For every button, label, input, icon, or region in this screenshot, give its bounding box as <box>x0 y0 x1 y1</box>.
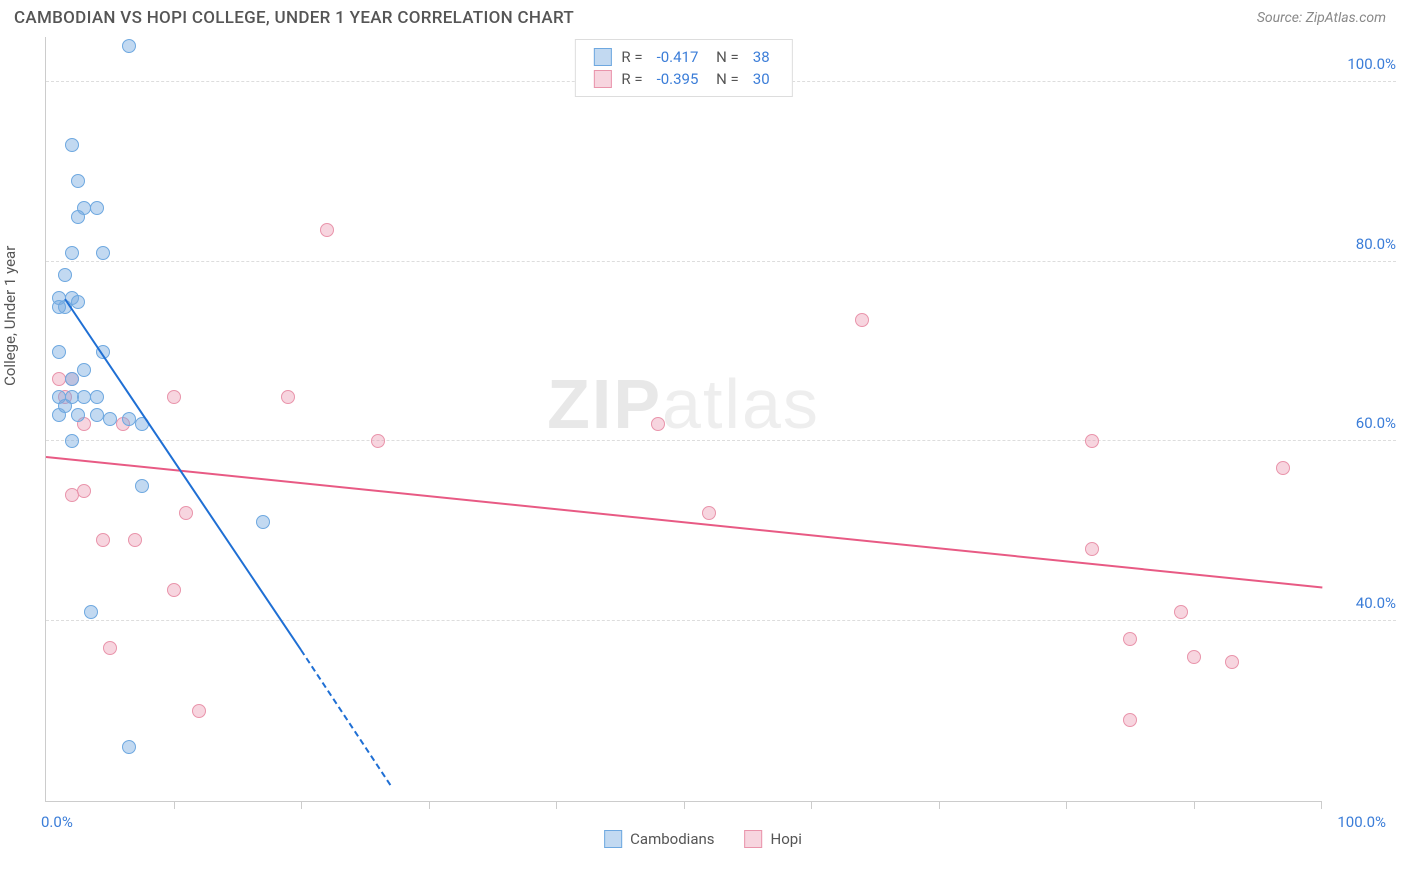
x-tick <box>684 801 685 809</box>
y-tick-label: 80.0% <box>1326 235 1396 253</box>
x-tick <box>174 801 175 809</box>
series-legend: Cambodians Hopi <box>604 830 802 848</box>
legend-n-label: N = <box>712 48 738 66</box>
data-point-hopi <box>371 434 385 448</box>
chart-header: CAMBODIAN VS HOPI COLLEGE, UNDER 1 YEAR … <box>0 0 1406 32</box>
data-point-cambodians <box>65 434 79 448</box>
data-point-hopi <box>281 390 295 404</box>
legend-r-value: -0.395 <box>657 70 699 88</box>
y-tick-label: 60.0% <box>1326 414 1396 432</box>
x-tick <box>1194 801 1195 809</box>
y-tick-label: 100.0% <box>1326 55 1396 73</box>
y-axis-label: College, Under 1 year <box>1 246 19 386</box>
data-point-cambodians <box>58 268 72 282</box>
data-point-hopi <box>855 313 869 327</box>
data-point-hopi <box>320 223 334 237</box>
data-point-cambodians <box>96 246 110 260</box>
data-point-cambodians <box>58 399 72 413</box>
x-tick <box>939 801 940 809</box>
data-point-hopi <box>1085 542 1099 556</box>
data-point-hopi <box>179 506 193 520</box>
grid-line <box>46 620 1396 621</box>
chart-source: Source: ZipAtlas.com <box>1257 10 1386 26</box>
data-point-hopi <box>1174 605 1188 619</box>
chart-container: College, Under 1 year ZIPatlas R = -0.417… <box>0 32 1406 862</box>
data-point-cambodians <box>103 412 117 426</box>
y-tick-label: 40.0% <box>1326 594 1396 612</box>
data-point-cambodians <box>65 246 79 260</box>
trend-line-cambodians <box>300 649 391 785</box>
data-point-cambodians <box>90 390 104 404</box>
data-point-hopi <box>167 583 181 597</box>
data-point-cambodians <box>122 39 136 53</box>
data-point-cambodians <box>71 210 85 224</box>
watermark: ZIPatlas <box>547 364 820 444</box>
data-point-cambodians <box>90 201 104 215</box>
data-point-hopi <box>702 506 716 520</box>
data-point-cambodians <box>256 515 270 529</box>
x-tick <box>1066 801 1067 809</box>
legend-row-hopi: R = -0.395 N = 30 <box>593 68 773 90</box>
legend-r-label: R = <box>621 70 642 88</box>
data-point-hopi <box>1123 632 1137 646</box>
data-point-cambodians <box>65 372 79 386</box>
legend-swatch <box>593 70 611 88</box>
x-tick-label: 100.0% <box>1337 813 1386 831</box>
data-point-hopi <box>167 390 181 404</box>
x-tick <box>301 801 302 809</box>
legend-r-label: R = <box>621 48 642 66</box>
x-tick <box>811 801 812 809</box>
data-point-hopi <box>96 533 110 547</box>
data-point-cambodians <box>52 300 66 314</box>
data-point-hopi <box>1187 650 1201 664</box>
data-point-hopi <box>1085 434 1099 448</box>
x-tick <box>1321 801 1322 809</box>
x-tick <box>429 801 430 809</box>
data-point-cambodians <box>71 408 85 422</box>
legend-swatch <box>593 48 611 66</box>
legend-swatch <box>604 830 622 848</box>
x-tick-label: 0.0% <box>41 813 73 831</box>
grid-line <box>46 440 1396 441</box>
series-label: Hopi <box>771 830 802 848</box>
data-point-cambodians <box>52 345 66 359</box>
legend-n-value: 30 <box>753 70 770 88</box>
series-legend-item-hopi: Hopi <box>745 830 802 848</box>
data-point-hopi <box>651 417 665 431</box>
stat-legend: R = -0.417 N = 38 R = -0.395 N = 30 <box>574 39 792 97</box>
data-point-cambodians <box>84 605 98 619</box>
data-point-hopi <box>192 704 206 718</box>
data-point-cambodians <box>71 174 85 188</box>
legend-swatch <box>745 830 763 848</box>
data-point-hopi <box>128 533 142 547</box>
legend-n-value: 38 <box>753 48 770 66</box>
data-point-cambodians <box>65 138 79 152</box>
data-point-cambodians <box>135 479 149 493</box>
plot-area: ZIPatlas R =-0.417 N =38R =-0.395 N =30 … <box>45 37 1321 802</box>
chart-title: CAMBODIAN VS HOPI COLLEGE, UNDER 1 YEAR … <box>14 8 574 28</box>
x-tick <box>556 801 557 809</box>
legend-r-value: -0.417 <box>657 48 699 66</box>
data-point-hopi <box>1276 461 1290 475</box>
legend-n-label: N = <box>712 70 738 88</box>
trend-line-cambodians <box>64 298 302 650</box>
data-point-cambodians <box>122 740 136 754</box>
series-label: Cambodians <box>630 830 714 848</box>
data-point-hopi <box>1123 713 1137 727</box>
data-point-cambodians <box>71 295 85 309</box>
trend-line-hopi <box>46 456 1322 588</box>
legend-row-cambodians: R = -0.417 N = 38 <box>593 46 773 68</box>
data-point-hopi <box>77 484 91 498</box>
data-point-cambodians <box>77 363 91 377</box>
series-legend-item-cambodians: Cambodians <box>604 830 714 848</box>
grid-line <box>46 261 1396 262</box>
data-point-hopi <box>103 641 117 655</box>
data-point-hopi <box>1225 655 1239 669</box>
